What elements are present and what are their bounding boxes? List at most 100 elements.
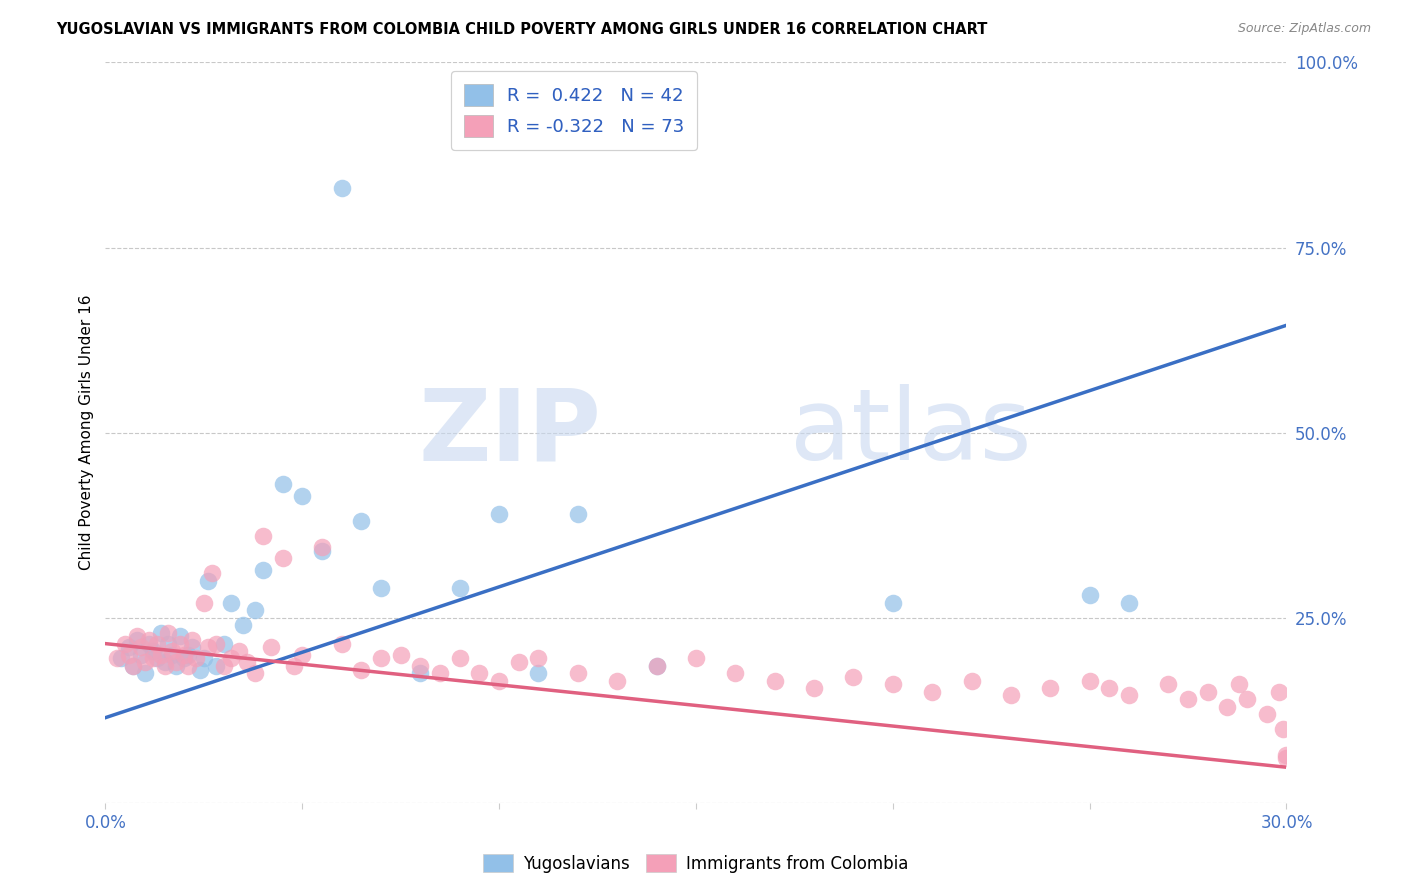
Point (188, 663, 211, 677)
Point (645, 658, 668, 673)
Point (882, 677, 904, 691)
Point (145, 651, 167, 665)
Point (153, 655, 176, 669)
Point (142, 644, 165, 658)
Point (1157, 677, 1180, 691)
Point (645, 658, 668, 673)
Point (389, 648, 412, 662)
Point (177, 648, 200, 662)
Point (122, 658, 145, 673)
Point (1267, 685, 1289, 699)
Point (1000, 689, 1022, 703)
Point (271, 477, 294, 491)
Point (370, 651, 392, 665)
Point (125, 632, 148, 647)
Point (212, 658, 235, 673)
Point (763, 673, 786, 688)
Point (142, 651, 165, 665)
Point (252, 563, 274, 577)
Point (527, 666, 550, 681)
Point (204, 637, 226, 651)
Point (842, 670, 865, 684)
Point (291, 489, 314, 503)
Point (1177, 692, 1199, 706)
Point (157, 625, 180, 640)
Point (165, 655, 187, 669)
Point (134, 666, 156, 681)
Point (232, 618, 254, 632)
Point (803, 681, 825, 695)
Text: atlas: atlas (790, 384, 1032, 481)
Point (960, 673, 983, 688)
Point (125, 629, 148, 643)
Point (370, 581, 392, 595)
Point (169, 637, 191, 651)
Point (468, 666, 491, 681)
Text: YUGOSLAVIAN VS IMMIGRANTS FROM COLOMBIA CHILD POVERTY AMONG GIRLS UNDER 16 CORRE: YUGOSLAVIAN VS IMMIGRANTS FROM COLOMBIA … (56, 22, 987, 37)
Point (1197, 685, 1219, 699)
Point (212, 637, 235, 651)
Point (311, 544, 333, 558)
Point (162, 648, 184, 662)
Point (197, 574, 219, 588)
Point (1118, 689, 1140, 703)
Point (1078, 673, 1101, 688)
Point (291, 648, 314, 662)
Point (409, 658, 432, 673)
Point (138, 637, 160, 651)
Point (228, 644, 250, 658)
Point (173, 648, 195, 662)
Point (169, 629, 191, 643)
Point (508, 655, 530, 669)
Point (138, 632, 160, 647)
Point (105, 651, 128, 665)
Point (311, 541, 333, 555)
Point (350, 515, 373, 529)
Point (221, 596, 243, 610)
Point (165, 658, 187, 673)
Point (129, 640, 152, 655)
Point (409, 666, 432, 681)
Point (527, 651, 550, 665)
Legend: R =  0.422   N = 42, R = -0.322   N = 73: R = 0.422 N = 42, R = -0.322 N = 73 (451, 71, 697, 150)
Point (1236, 692, 1258, 706)
Point (118, 648, 141, 662)
Point (724, 666, 747, 681)
Point (236, 655, 259, 669)
Point (134, 655, 156, 669)
Point (1227, 677, 1250, 691)
Point (449, 581, 471, 595)
Point (122, 658, 145, 673)
Point (181, 632, 204, 647)
Point (685, 651, 707, 665)
Point (145, 637, 167, 651)
Point (350, 663, 373, 677)
Point (921, 685, 943, 699)
Point (1256, 706, 1278, 721)
Point (243, 666, 266, 681)
Point (204, 658, 226, 673)
Point (129, 648, 152, 662)
Point (271, 551, 294, 566)
Text: Source: ZipAtlas.com: Source: ZipAtlas.com (1237, 22, 1371, 36)
Point (153, 658, 176, 673)
Point (181, 640, 204, 655)
Point (184, 651, 207, 665)
Point (1275, 747, 1298, 762)
Point (1216, 699, 1239, 714)
Point (221, 651, 243, 665)
Point (1039, 681, 1062, 695)
Point (201, 566, 224, 581)
Point (567, 666, 589, 681)
Point (118, 640, 141, 655)
Point (149, 648, 172, 662)
Point (1271, 722, 1294, 736)
Point (449, 651, 471, 665)
Point (330, 181, 353, 195)
Point (1275, 751, 1298, 765)
Point (260, 640, 283, 655)
Point (882, 596, 904, 610)
Point (606, 673, 628, 688)
Point (567, 507, 589, 521)
Point (330, 637, 353, 651)
